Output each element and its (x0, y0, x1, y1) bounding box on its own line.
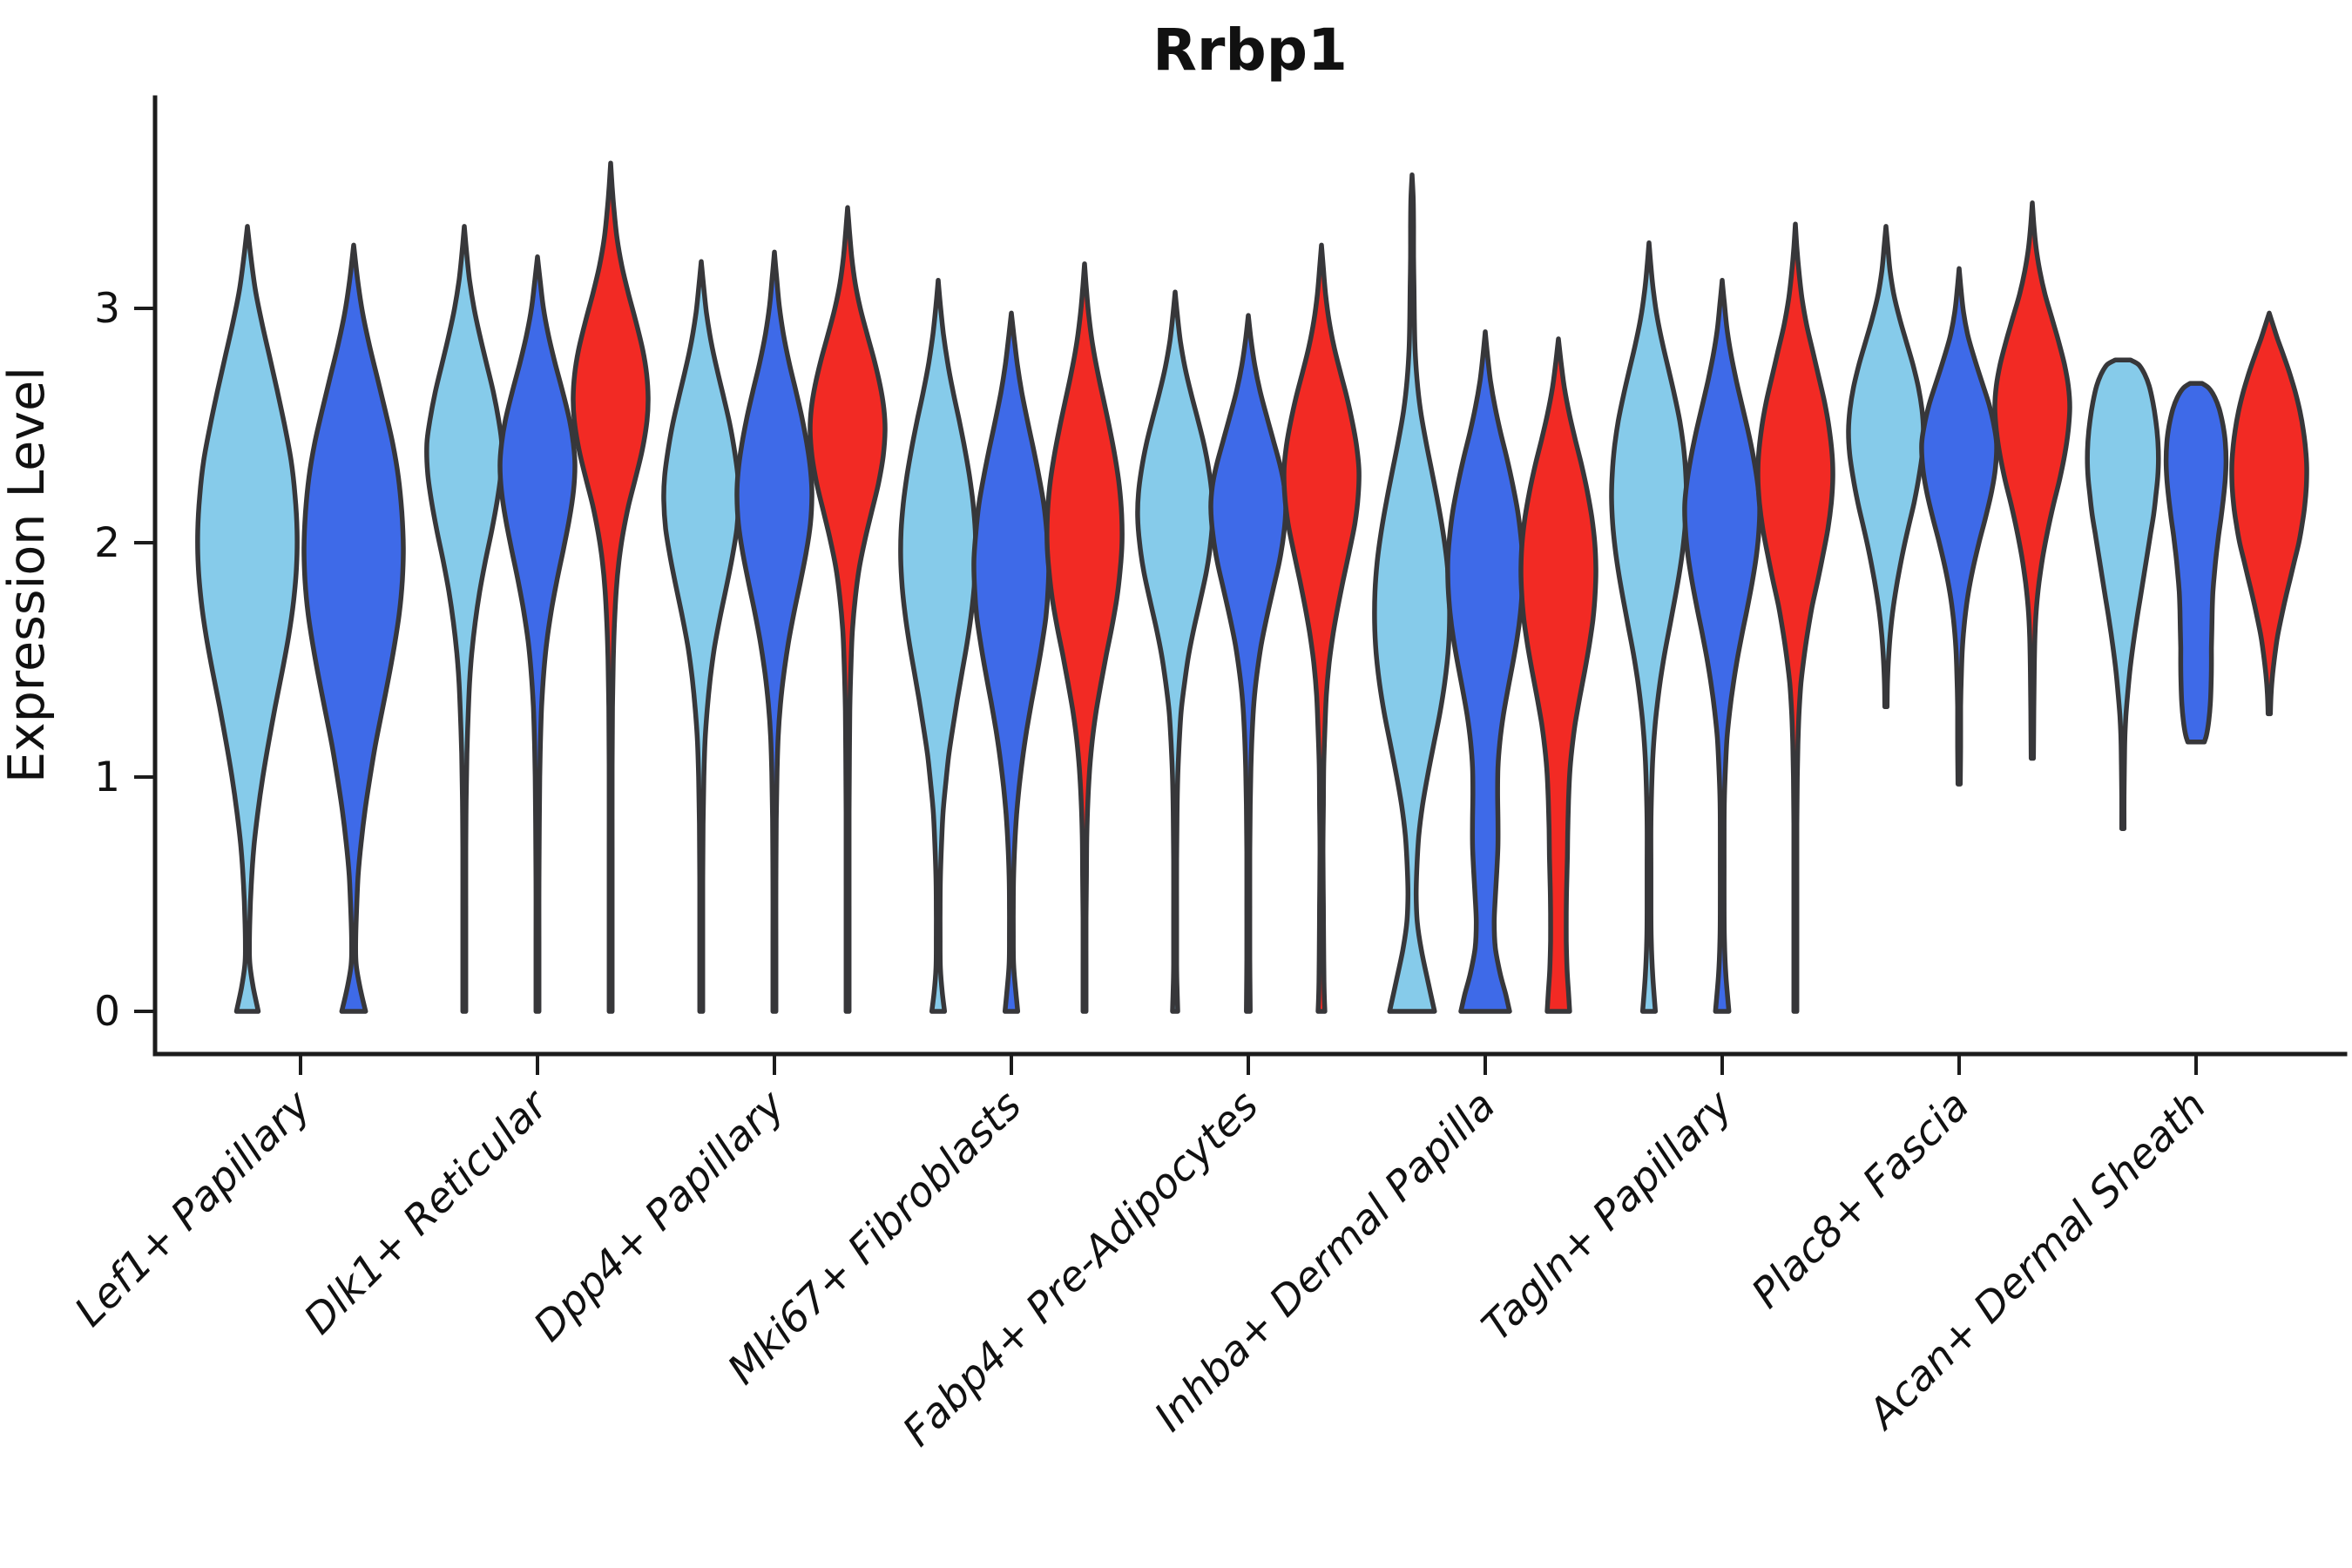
x-tick-label: Lef1+ Papillary (65, 1081, 321, 1336)
violin-2-red (808, 205, 888, 1014)
x-tick-label: Dpp4+ Papillary (524, 1081, 794, 1351)
chart-title: Rrbp1 (1152, 17, 1348, 84)
y-tick-label: 2 (94, 519, 120, 567)
violin-1-light_blue (424, 224, 504, 1014)
violin-1-blue (497, 254, 578, 1014)
violin-5-red (1518, 336, 1598, 1014)
violin-6-red (1755, 221, 1835, 1014)
violin-7-red (1992, 200, 2072, 761)
violin-8-light_blue (2085, 357, 2161, 831)
x-tick-label: Plac8+ Fascia (1742, 1082, 1978, 1318)
x-tick-label: Dlk1+ Reticular (295, 1080, 559, 1344)
violin-4-blue (1208, 313, 1288, 1014)
violin-8-blue (2163, 381, 2229, 745)
violin-7-light_blue (1846, 224, 1926, 710)
y-tick-label: 3 (94, 285, 120, 333)
violin-4-light_blue (1135, 289, 1215, 1014)
violin-3-red (1044, 261, 1125, 1014)
y-axis-label: Expression Level (0, 367, 56, 783)
violin-series-layer (195, 160, 2309, 1014)
violin-2-light_blue (661, 259, 741, 1014)
violin-5-blue (1445, 329, 1525, 1014)
violin-6-light_blue (1609, 240, 1689, 1014)
violin-0-light_blue (195, 224, 300, 1014)
violin-6-blue (1682, 277, 1762, 1014)
violin-3-blue (971, 310, 1051, 1014)
violin-5-light_blue (1372, 172, 1452, 1014)
violin-2-blue (734, 249, 814, 1014)
y-tick-label: 1 (94, 754, 120, 801)
violin-4-red (1281, 242, 1362, 1014)
y-tick-label: 0 (94, 988, 120, 1036)
violin-1-red (571, 160, 651, 1014)
x-tick-label: Tagln+ Papillary (1473, 1081, 1743, 1351)
violin-8-red (2229, 310, 2309, 717)
violin-7-blue (1919, 266, 1999, 787)
violin-0-blue (301, 242, 406, 1014)
violin-3-light_blue (898, 277, 978, 1014)
